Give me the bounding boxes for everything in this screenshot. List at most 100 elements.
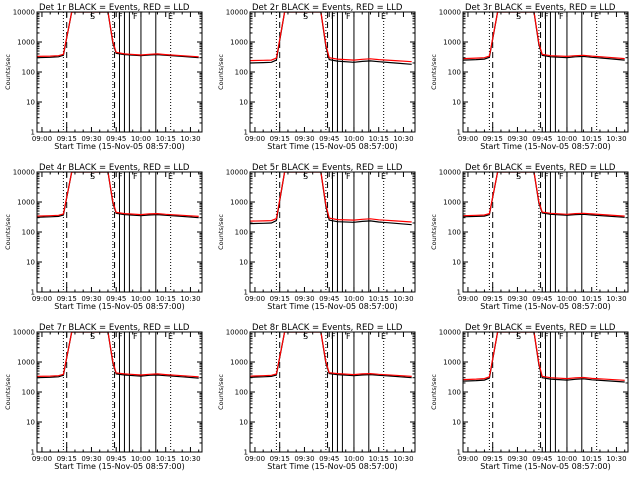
detector-panel-1: Det 1r BLACK = Events, RED = LLD 1 10 100 10… — [4, 3, 203, 151]
x-tick-label: 10:30 — [606, 135, 626, 143]
y-tick-label: 10 — [26, 259, 35, 267]
y-axis-label: Counts/sec — [4, 374, 12, 410]
y-tick-label: 1000 — [230, 199, 248, 207]
panel-title: Det 9r BLACK = Events, RED = LLD — [465, 323, 616, 333]
x-tick-label: 10:00 — [344, 295, 364, 303]
x-tick-label: 10:15 — [582, 455, 602, 463]
y-tick-label: 10 — [239, 259, 248, 267]
x-tick-label: 10:30 — [606, 455, 626, 463]
detector-panel-4: Det 4r BLACK = Events, RED = LLD 1 10 100 10… — [4, 163, 203, 311]
flag-marker-f: F — [346, 332, 351, 341]
y-axis-label: Counts/sec — [4, 214, 12, 250]
flag-marker-e: E — [168, 172, 173, 181]
flag-marker-e: E — [381, 12, 386, 21]
flag-marker-f: F — [331, 332, 336, 341]
flag-marker-f: F — [331, 12, 336, 21]
y-axis-label: Counts/sec — [4, 54, 12, 90]
y-tick-label: 10 — [239, 99, 248, 107]
x-tick-label: 09:00 — [245, 295, 265, 303]
x-tick-label: 09:30 — [294, 455, 314, 463]
x-tick-label: 09:30 — [507, 295, 527, 303]
events-series-line — [37, 172, 199, 219]
y-tick-label: 1 — [31, 289, 35, 297]
x-tick-label: 10:00 — [131, 295, 151, 303]
flag-marker-s: S — [516, 12, 521, 21]
x-tick-label: 10:15 — [369, 455, 389, 463]
x-tick-label: 09:30 — [81, 135, 101, 143]
x-tick-label: 10:15 — [582, 295, 602, 303]
y-tick-label: 1000 — [443, 199, 461, 207]
y-tick-label: 100 — [448, 229, 461, 237]
flag-marker-f: F — [133, 12, 138, 21]
x-axis-label: Start Time (15-Nov-05 08:57:00) — [480, 462, 610, 471]
x-tick-label: 10:15 — [369, 295, 389, 303]
flag-marker-f: F — [331, 172, 336, 181]
x-tick-label: 09:45 — [319, 455, 339, 463]
y-axis-label: Counts/sec — [430, 374, 438, 410]
y-tick-label: 100 — [448, 69, 461, 77]
y-tick-label: 1 — [244, 449, 248, 457]
x-tick-label: 10:15 — [156, 135, 176, 143]
lld-series-line — [463, 172, 625, 217]
events-series-line — [37, 12, 199, 59]
events-series-line — [37, 332, 199, 379]
y-axis-label: Counts/sec — [430, 214, 438, 250]
panel-title: Det 6r BLACK = Events, RED = LLD — [465, 163, 616, 173]
x-tick-label: 09:45 — [532, 295, 552, 303]
lld-series-line — [37, 172, 199, 217]
panel-title: Det 1r BLACK = Events, RED = LLD — [39, 3, 190, 13]
y-tick-label: 1000 — [443, 359, 461, 367]
x-tick-label: 10:00 — [131, 455, 151, 463]
panel-data-area — [463, 172, 625, 292]
detector-panel-6: Det 6r BLACK = Events, RED = LLD 1 10 100 10… — [430, 163, 629, 311]
flag-marker-e: E — [594, 12, 599, 21]
lld-series-line — [250, 172, 412, 223]
flag-marker-f: F — [118, 12, 123, 21]
x-tick-label: 10:00 — [344, 135, 364, 143]
flag-marker-s: S — [90, 172, 95, 181]
y-tick-label: 1 — [457, 129, 461, 137]
y-tick-label: 100 — [235, 69, 248, 77]
x-tick-label: 10:15 — [156, 455, 176, 463]
x-tick-label: 09:45 — [106, 135, 126, 143]
lld-series-line — [37, 12, 199, 58]
detector-panel-7: Det 7r BLACK = Events, RED = LLD 1 10 100 10… — [4, 323, 203, 471]
y-tick-label: 10 — [452, 419, 461, 427]
x-tick-label: 09:15 — [270, 295, 290, 303]
x-tick-label: 10:15 — [369, 135, 389, 143]
x-tick-label: 09:30 — [81, 295, 101, 303]
flag-marker-e: E — [168, 12, 173, 21]
flag-marker-s: S — [303, 12, 308, 21]
x-tick-label: 10:00 — [131, 135, 151, 143]
y-tick-label: 1 — [457, 449, 461, 457]
y-tick-label: 1 — [244, 289, 248, 297]
panel-title: Det 3r BLACK = Events, RED = LLD — [465, 3, 616, 13]
x-tick-label: 09:15 — [57, 455, 77, 463]
x-tick-label: 09:00 — [245, 455, 265, 463]
panel-title: Det 8r BLACK = Events, RED = LLD — [252, 323, 403, 333]
x-tick-label: 10:15 — [582, 135, 602, 143]
panel-data-area — [37, 332, 199, 452]
x-tick-label: 09:45 — [319, 135, 339, 143]
events-series-line — [250, 12, 412, 65]
flag-marker-f: F — [544, 332, 549, 341]
y-tick-label: 1000 — [230, 39, 248, 47]
y-tick-label: 1000 — [17, 39, 35, 47]
y-tick-label: 1000 — [443, 39, 461, 47]
detector-panel-2: Det 2r BLACK = Events, RED = LLD 1 10 100 10… — [217, 3, 416, 151]
flag-marker-f: F — [133, 332, 138, 341]
x-tick-label: 10:30 — [393, 295, 413, 303]
y-tick-label: 10 — [452, 99, 461, 107]
flag-marker-f: F — [544, 172, 549, 181]
flag-marker-f: F — [559, 332, 564, 341]
x-tick-label: 09:15 — [483, 135, 503, 143]
x-tick-label: 09:45 — [106, 295, 126, 303]
y-tick-label: 10000 — [13, 9, 35, 17]
x-tick-label: 09:45 — [319, 295, 339, 303]
y-tick-label: 10000 — [226, 9, 248, 17]
x-tick-label: 10:00 — [557, 135, 577, 143]
y-axis-label: Counts/sec — [217, 214, 225, 250]
flag-marker-s: S — [90, 332, 95, 341]
detector-panel-5: Det 5r BLACK = Events, RED = LLD 1 10 100 10… — [217, 163, 416, 311]
